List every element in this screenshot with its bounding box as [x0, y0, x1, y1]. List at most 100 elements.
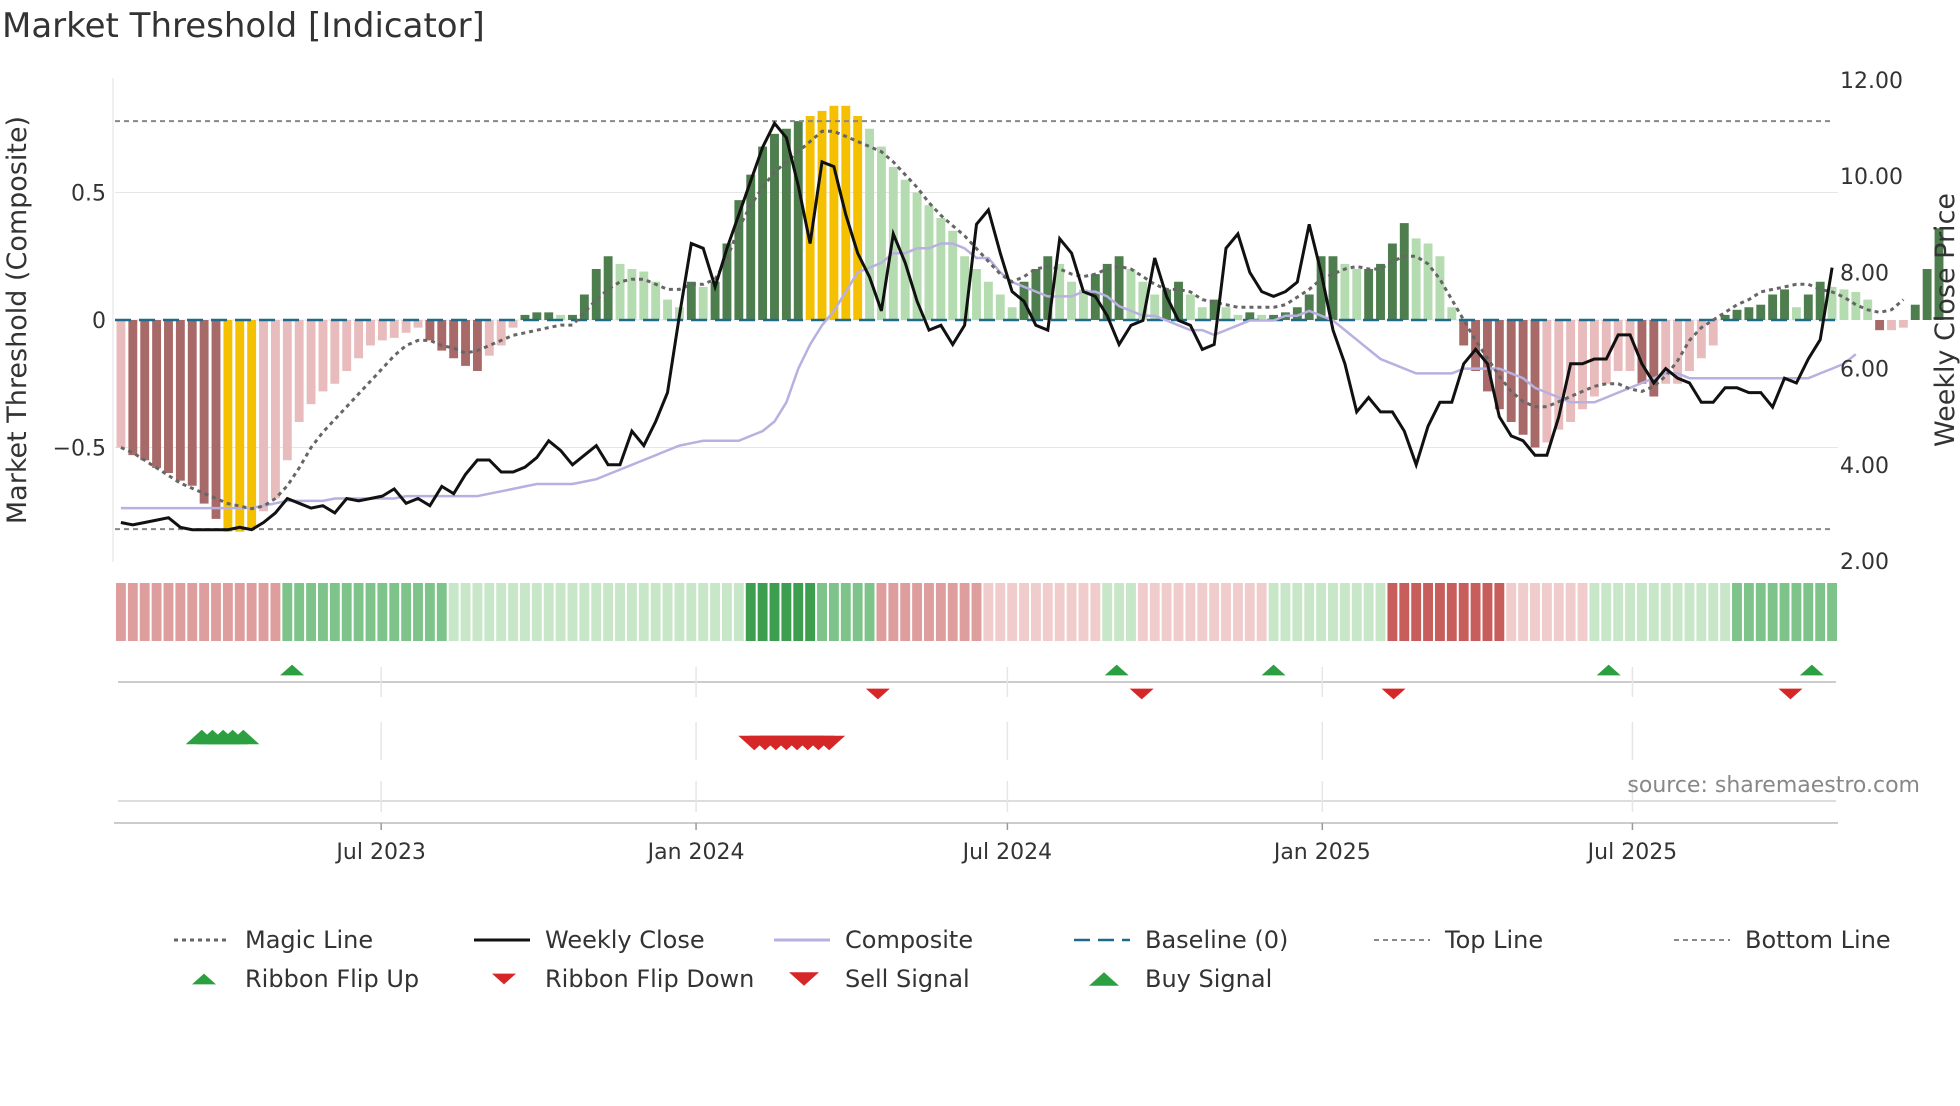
legend-item: Magic Line	[174, 926, 373, 954]
ribbon-cell	[745, 583, 756, 641]
ribbon-cell	[781, 583, 792, 641]
ribbon-cell	[1232, 583, 1243, 641]
composite-bar	[1601, 320, 1611, 384]
composite-bar	[627, 269, 637, 320]
ribbon-cell	[555, 583, 566, 641]
composite-bar	[1138, 281, 1148, 320]
composite-bar	[1887, 320, 1896, 331]
ribbon-cell	[1339, 583, 1350, 641]
composite-bar	[1269, 314, 1279, 320]
ribbon-cell	[1304, 583, 1315, 641]
ribbon-cell	[1042, 583, 1053, 641]
composite-bar	[805, 116, 815, 320]
composite-bar	[1376, 263, 1385, 320]
ribbon-cell	[1791, 583, 1802, 641]
ribbon-cell	[222, 583, 233, 641]
y-left-axis-label: Market Threshold (Composite)	[2, 116, 33, 524]
composite-bar	[1257, 314, 1267, 320]
composite-bar	[1554, 320, 1564, 430]
ribbon-cell	[710, 583, 721, 641]
ribbon-cell	[199, 583, 210, 641]
composite-bar	[1566, 320, 1576, 422]
ribbon-flip-down-marker	[1381, 688, 1406, 700]
x-tick-label: Jul 2025	[1586, 840, 1678, 865]
composite-bar	[1542, 320, 1552, 443]
composite-bar	[900, 179, 910, 320]
composite-bar	[1423, 243, 1433, 320]
y-left-tick-label: 0	[92, 309, 106, 334]
composite-bar	[781, 128, 791, 320]
ribbon-cell	[1161, 583, 1172, 641]
composite-bar	[1708, 320, 1718, 346]
composite-bar	[1803, 294, 1813, 320]
composite-bar	[1732, 309, 1742, 320]
ribbon-cell	[175, 583, 186, 641]
ribbon-cell	[1268, 583, 1279, 641]
ribbon-cell	[520, 583, 530, 641]
ribbon-cell	[959, 583, 970, 641]
ribbon-cell	[1030, 583, 1041, 641]
legend-label: Weekly Close	[545, 926, 705, 954]
chart-title: Market Threshold [Indicator]	[2, 6, 485, 46]
ribbon-cell	[246, 583, 257, 641]
ribbon-cell	[1672, 583, 1683, 641]
ribbon-cell	[1375, 583, 1386, 641]
composite-bar	[1435, 256, 1445, 320]
legend-item: Buy Signal	[1089, 965, 1272, 993]
legend-swatch	[1089, 972, 1119, 986]
ribbon-cell	[793, 583, 804, 641]
composite-bar	[579, 294, 589, 320]
legend-item: Sell Signal	[789, 965, 970, 993]
ribbon-cell	[448, 583, 459, 641]
composite-bar	[354, 320, 364, 359]
ribbon-cell	[733, 583, 744, 641]
ribbon-cell	[817, 583, 827, 641]
ribbon-cell	[377, 583, 388, 641]
y-right-tick-label: 10.00	[1840, 165, 1903, 190]
ribbon-cell	[1221, 583, 1231, 641]
ribbon-cell	[769, 583, 780, 641]
composite-bar	[983, 281, 993, 320]
composite-bar	[175, 320, 185, 481]
composite-bar	[758, 146, 768, 320]
composite-bar	[128, 320, 138, 456]
composite-bar	[556, 314, 566, 320]
ribbon-cell	[626, 583, 637, 641]
ribbon-cell	[995, 583, 1006, 641]
composite-bar	[568, 314, 577, 320]
ribbon-cell	[1648, 583, 1659, 641]
ribbon-cell	[1137, 583, 1148, 641]
composite-bar	[1649, 320, 1659, 397]
ribbon-cell	[151, 583, 162, 641]
composite-bar	[484, 320, 494, 356]
ribbon-cell	[983, 583, 994, 641]
composite-bar	[532, 312, 542, 320]
ribbon-cell	[1636, 583, 1647, 641]
composite-bar	[1031, 269, 1041, 320]
ribbon-cell	[1363, 583, 1374, 641]
legend-item: Top Line	[1374, 926, 1543, 954]
ribbon-cell	[912, 583, 923, 641]
ribbon-cell	[1506, 583, 1517, 641]
composite-bar	[1791, 307, 1801, 320]
composite-bar	[140, 320, 150, 461]
composite-bar	[282, 320, 292, 461]
composite-bar	[1613, 320, 1623, 371]
ribbon-cell	[924, 583, 934, 641]
ribbon-cell	[1815, 583, 1826, 641]
composite-bar	[472, 320, 482, 371]
ribbon-cell	[258, 583, 269, 641]
ribbon-cell	[1280, 583, 1291, 641]
composite-bar	[1696, 320, 1706, 359]
ribbon-cell	[1482, 583, 1493, 641]
composite-bar	[1411, 238, 1421, 320]
composite-bar	[1827, 286, 1837, 320]
ribbon-cell	[828, 583, 839, 641]
legend-item: Weekly Close	[474, 926, 705, 954]
ribbon-cell	[805, 583, 816, 641]
ribbon-cell	[1565, 583, 1576, 641]
legend-swatch	[192, 973, 216, 985]
composite-bar	[270, 320, 280, 499]
composite-bar	[1328, 256, 1338, 320]
